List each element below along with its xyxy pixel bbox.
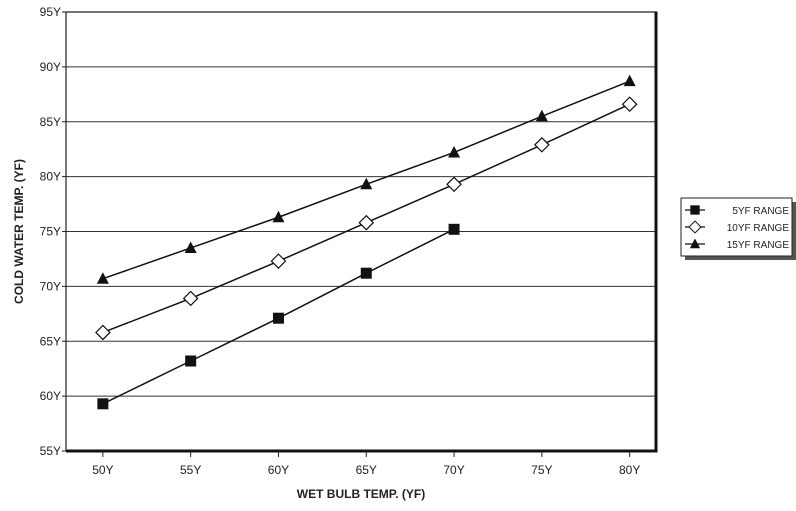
data-point	[185, 355, 197, 367]
x-tick-label: 80Υ	[619, 463, 640, 477]
data-point	[272, 210, 285, 223]
legend-label: 15ΥF RANGE	[727, 240, 790, 251]
data-point	[358, 214, 375, 231]
y-tick-label: 65Υ	[40, 334, 61, 348]
y-tick-label: 55Υ	[40, 444, 61, 458]
x-tick-label: 70Υ	[443, 463, 464, 477]
data-point	[184, 241, 197, 253]
data-point	[97, 398, 109, 410]
y-tick-label: 85Υ	[40, 115, 61, 129]
legend-marker	[690, 205, 700, 215]
data-point	[621, 96, 638, 113]
y-tick-label: 90Υ	[40, 60, 61, 74]
y-tick-label: 60Υ	[40, 389, 61, 403]
data-point	[96, 272, 109, 284]
data-point	[272, 312, 284, 324]
x-tick-label: 50Υ	[92, 463, 113, 477]
x-tick-label: 60Υ	[268, 463, 289, 477]
series-3	[96, 74, 636, 284]
data-point	[182, 290, 199, 307]
legend-marker-shape	[690, 205, 700, 215]
data-point	[360, 177, 373, 190]
data-point	[446, 176, 462, 193]
legend-marker	[689, 238, 701, 249]
legend-marker-shape	[688, 220, 702, 234]
series-2	[95, 96, 638, 341]
data-point	[623, 74, 636, 87]
legend-label: 5ΥF RANGE	[732, 206, 789, 217]
data-point	[95, 324, 111, 341]
y-tick-label: 75Υ	[40, 225, 61, 239]
x-tick-label: 55Υ	[180, 463, 201, 477]
y-tick-label: 70Υ	[40, 279, 61, 293]
legend-marker-shape	[689, 238, 701, 249]
series-1	[97, 223, 460, 410]
legend-marker	[688, 220, 702, 234]
data-point	[448, 145, 461, 158]
legend: 5ΥF RANGE 10ΥF RANGE 15ΥF RANGE	[680, 197, 793, 257]
legend-label: 10ΥF RANGE	[727, 223, 790, 234]
x-axis-title: WET BULB TEMP. (ΥF)	[297, 487, 425, 501]
data-point	[448, 223, 460, 235]
data-point	[535, 109, 548, 122]
y-axis-title: COLD WATER TEMP. (ΥF)	[12, 159, 26, 304]
y-tick-label: 80Υ	[40, 170, 61, 184]
data-point	[360, 267, 372, 279]
x-tick-label: 65Υ	[356, 463, 377, 477]
x-tick-label: 75Υ	[531, 463, 552, 477]
y-tick-label: 95Υ	[40, 5, 61, 19]
data-point	[534, 136, 550, 153]
data-point	[270, 253, 287, 269]
